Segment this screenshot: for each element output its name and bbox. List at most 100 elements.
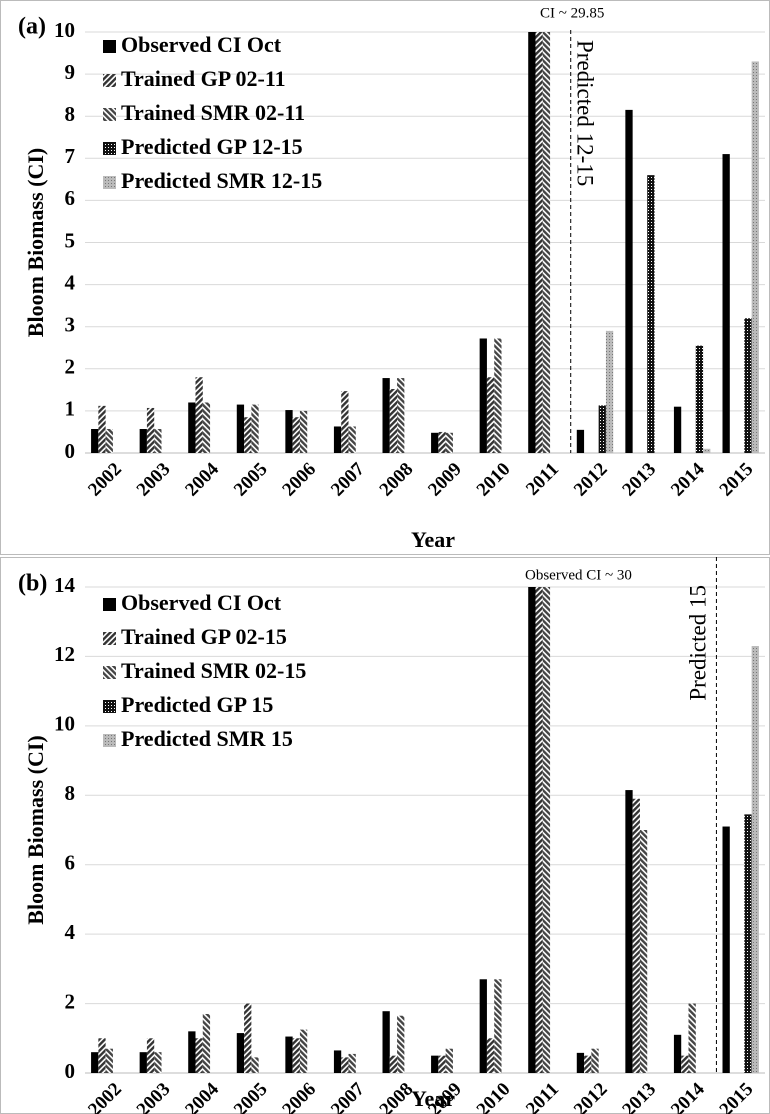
legend-swatch bbox=[103, 74, 116, 87]
bar bbox=[744, 814, 752, 1073]
x-tick-label: 2010 bbox=[473, 459, 515, 501]
bar bbox=[445, 432, 453, 453]
y-tick-label: 2 bbox=[65, 989, 76, 1013]
bar bbox=[154, 1052, 162, 1073]
annotation: CI ~ 29.85 bbox=[540, 5, 604, 21]
y-tick-label: 12 bbox=[54, 642, 75, 666]
bar bbox=[292, 417, 300, 453]
bar bbox=[445, 1048, 453, 1073]
x-tick-label: 2006 bbox=[278, 459, 320, 501]
bar bbox=[251, 404, 259, 453]
y-tick-label: 3 bbox=[65, 313, 76, 337]
legend-swatch bbox=[103, 40, 116, 53]
bar bbox=[389, 1055, 398, 1073]
panel-label: (a) bbox=[18, 14, 46, 40]
bar bbox=[722, 154, 730, 453]
x-tick-label: 2007 bbox=[327, 458, 369, 500]
bar bbox=[146, 1038, 155, 1073]
bar bbox=[431, 432, 439, 453]
bar bbox=[251, 1057, 259, 1073]
bar bbox=[744, 318, 752, 453]
bar bbox=[91, 429, 99, 453]
x-tick-label: 2010 bbox=[473, 1079, 515, 1114]
x-tick-label: 2002 bbox=[84, 459, 126, 501]
x-tick-label: 2012 bbox=[570, 459, 612, 501]
bar bbox=[154, 429, 162, 453]
bar bbox=[584, 1055, 592, 1073]
legend-swatch bbox=[103, 598, 116, 611]
bar bbox=[438, 1055, 446, 1073]
bar bbox=[673, 406, 682, 453]
x-axis-title: Year bbox=[411, 527, 455, 552]
legend-label: Predicted GP 12-15 bbox=[121, 134, 303, 159]
bar bbox=[139, 1052, 147, 1073]
bar bbox=[695, 345, 704, 453]
y-tick-label: 0 bbox=[65, 1059, 76, 1083]
bar bbox=[673, 1034, 682, 1073]
bar bbox=[348, 426, 356, 453]
y-tick-label: 1 bbox=[65, 397, 76, 421]
bar bbox=[195, 1038, 203, 1073]
y-tick-label: 8 bbox=[65, 102, 76, 126]
y-tick-label: 9 bbox=[65, 60, 76, 84]
bar bbox=[299, 410, 308, 453]
bar bbox=[688, 1003, 696, 1073]
bars bbox=[91, 32, 759, 453]
y-tick-label: 2 bbox=[65, 355, 76, 379]
y-tick-label: 10 bbox=[54, 712, 75, 736]
bar bbox=[535, 587, 543, 1073]
bar bbox=[494, 338, 502, 453]
bar bbox=[542, 32, 551, 453]
bar bbox=[681, 1055, 689, 1073]
bar bbox=[438, 431, 446, 453]
bar bbox=[576, 429, 585, 453]
legend-swatch bbox=[103, 734, 116, 747]
x-tick-label: 2005 bbox=[230, 459, 272, 501]
x-tick-label: 2004 bbox=[181, 458, 223, 500]
y-tick-label: 0 bbox=[65, 439, 76, 463]
bar bbox=[244, 1003, 252, 1073]
x-tick-label: 2004 bbox=[181, 1078, 223, 1114]
bar bbox=[333, 426, 342, 453]
x-tick-label: 2012 bbox=[570, 1079, 612, 1114]
y-tick-label: 7 bbox=[65, 144, 76, 168]
bar bbox=[105, 1048, 113, 1073]
y-tick-label: 6 bbox=[65, 851, 76, 875]
bar bbox=[486, 1038, 495, 1073]
y-tick-label: 4 bbox=[65, 270, 76, 294]
bar bbox=[397, 378, 405, 453]
bar bbox=[397, 1015, 405, 1073]
bar bbox=[576, 1052, 585, 1073]
x-tick-label: 2015 bbox=[716, 1079, 758, 1114]
bar bbox=[751, 646, 759, 1073]
bar bbox=[528, 587, 536, 1073]
bar bbox=[333, 1050, 342, 1073]
x-tick-label: 2006 bbox=[278, 1079, 320, 1114]
legend-label: Observed CI Oct bbox=[121, 590, 282, 615]
y-tick-label: 6 bbox=[65, 186, 76, 210]
y-axis-title: Bloom Biomass (CI) bbox=[23, 735, 48, 924]
bar bbox=[598, 405, 606, 453]
x-tick-label: 2015 bbox=[716, 459, 758, 501]
bar bbox=[105, 429, 113, 453]
legend-swatch bbox=[103, 666, 116, 679]
legend-label: Trained SMR 02-15 bbox=[121, 658, 306, 683]
bar bbox=[292, 1038, 300, 1073]
panel-label: (b) bbox=[18, 571, 47, 597]
legend-label: Predicted SMR 15 bbox=[121, 726, 293, 751]
bar bbox=[389, 389, 398, 453]
legend-swatch bbox=[103, 176, 116, 189]
legend-swatch bbox=[103, 632, 116, 645]
bar bbox=[146, 407, 155, 453]
bar bbox=[647, 175, 655, 453]
bar bbox=[494, 979, 502, 1073]
x-tick-label: 2008 bbox=[376, 459, 418, 501]
bar bbox=[139, 429, 147, 453]
annotation: Observed CI ~ 30 bbox=[525, 567, 632, 583]
divider-label: Predicted 15 bbox=[686, 585, 711, 701]
bar bbox=[528, 32, 536, 453]
bar bbox=[202, 402, 211, 453]
legend-swatch bbox=[103, 108, 116, 121]
bar bbox=[722, 826, 730, 1073]
